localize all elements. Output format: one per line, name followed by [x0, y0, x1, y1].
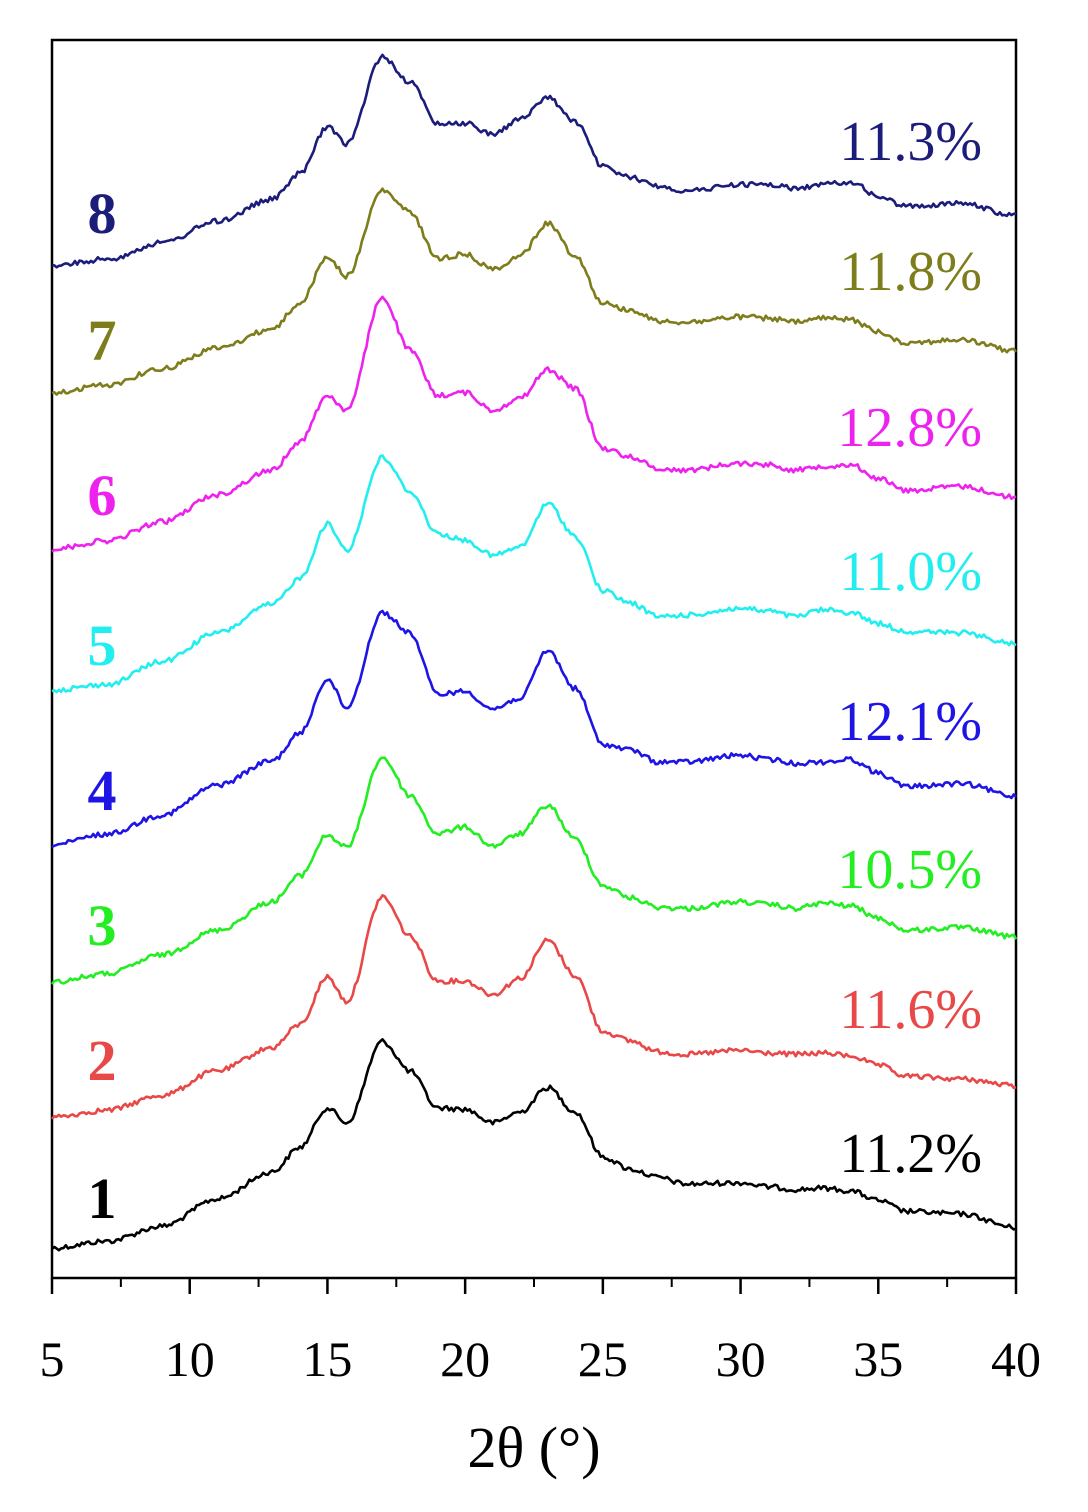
series-percent-label-4: 12.1% — [837, 691, 982, 753]
x-axis: 5 10 15 20 25 30 35 40 — [40, 1278, 1041, 1387]
series-percent-label-8: 11.3% — [839, 111, 982, 173]
x-tick-label: 10 — [165, 1331, 215, 1387]
series-number-label-4: 4 — [88, 758, 117, 823]
x-tick-label: 35 — [853, 1331, 903, 1387]
series-line-2 — [51, 894, 1017, 1120]
x-tick-label: 40 — [991, 1331, 1041, 1387]
x-axis-title: 2θ (°) — [467, 1415, 600, 1480]
series-curves — [50, 53, 1018, 1252]
series-line-3 — [50, 756, 1018, 985]
x-tick-label: 20 — [440, 1331, 490, 1387]
series-percent-label-5: 11.0% — [839, 541, 982, 603]
series-number-label-2: 2 — [88, 1028, 117, 1093]
series-percent-label-2: 11.6% — [839, 979, 982, 1041]
series-number-label-7: 7 — [88, 308, 117, 373]
series-line-8 — [51, 53, 1016, 269]
x-tick-label: 5 — [40, 1331, 65, 1387]
series-line-4 — [51, 609, 1017, 848]
x-tick-label: 30 — [716, 1331, 766, 1387]
series-percent-label-1: 11.2% — [839, 1123, 982, 1185]
series-percent-label-3: 10.5% — [837, 839, 982, 901]
series-line-6 — [51, 295, 1017, 553]
series-percent-labels: 11.2% 11.6% 10.5% 12.1% 11.0% 12.8% 11.8% 11.3% — [837, 111, 982, 1185]
series-percent-label-7: 11.8% — [839, 241, 982, 303]
series-number-label-3: 3 — [88, 893, 117, 958]
series-number-label-6: 6 — [88, 463, 117, 528]
series-number-label-8: 8 — [88, 181, 117, 246]
series-percent-label-6: 12.8% — [837, 397, 982, 459]
series-line-7 — [51, 187, 1018, 396]
series-line-1 — [51, 1038, 1017, 1252]
series-number-label-5: 5 — [88, 613, 117, 678]
x-tick-label: 15 — [302, 1331, 352, 1387]
series-number-labels: 1 2 3 4 5 6 7 8 — [88, 181, 117, 1231]
series-line-5 — [51, 454, 1017, 694]
x-tick-label: 25 — [578, 1331, 628, 1387]
series-number-label-1: 1 — [88, 1166, 117, 1231]
